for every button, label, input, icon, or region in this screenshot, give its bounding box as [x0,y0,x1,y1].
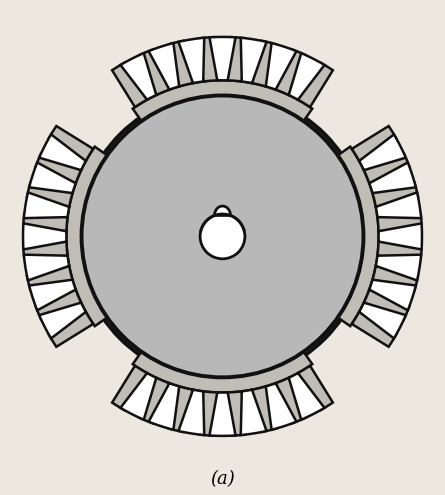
Polygon shape [352,312,396,347]
Polygon shape [169,387,193,432]
Polygon shape [266,383,296,430]
Polygon shape [364,153,409,183]
Polygon shape [298,62,333,107]
Polygon shape [139,378,170,423]
Polygon shape [121,53,156,99]
Polygon shape [275,378,306,423]
Polygon shape [369,280,416,310]
Polygon shape [352,126,396,161]
Polygon shape [214,206,231,215]
Polygon shape [376,193,421,218]
Polygon shape [49,126,93,161]
Polygon shape [199,37,217,82]
Polygon shape [338,147,379,326]
Polygon shape [376,254,421,281]
Polygon shape [228,392,246,436]
Polygon shape [199,392,217,436]
Polygon shape [169,41,193,87]
Polygon shape [112,62,147,107]
Polygon shape [24,254,69,281]
Polygon shape [139,50,170,95]
Polygon shape [29,162,76,193]
Polygon shape [289,373,324,420]
Polygon shape [364,290,409,319]
Polygon shape [24,193,69,218]
Polygon shape [359,302,406,339]
Polygon shape [133,80,312,121]
Polygon shape [121,373,156,420]
Polygon shape [241,390,267,435]
Polygon shape [27,266,73,290]
Polygon shape [377,213,422,231]
Polygon shape [359,135,406,170]
Polygon shape [377,242,422,259]
Polygon shape [27,183,73,207]
Circle shape [78,92,367,381]
Polygon shape [228,37,246,82]
Polygon shape [23,213,68,231]
Polygon shape [252,41,276,87]
Polygon shape [29,280,76,310]
Polygon shape [112,366,147,410]
Polygon shape [372,183,418,207]
Polygon shape [241,38,267,83]
Polygon shape [39,302,86,339]
Text: (a): (a) [210,470,235,488]
Polygon shape [23,242,68,259]
Polygon shape [36,153,81,183]
Polygon shape [266,43,296,90]
Polygon shape [149,43,179,90]
Polygon shape [39,135,86,170]
Polygon shape [210,393,235,436]
Polygon shape [178,390,204,435]
Circle shape [200,214,245,259]
Polygon shape [210,37,235,80]
Polygon shape [36,290,81,319]
Polygon shape [178,38,204,83]
Polygon shape [289,53,324,99]
Polygon shape [133,352,312,393]
Polygon shape [298,366,333,410]
Polygon shape [252,387,276,432]
Polygon shape [379,223,422,249]
Polygon shape [369,162,416,193]
Polygon shape [66,147,107,326]
Polygon shape [275,50,306,95]
Polygon shape [149,383,179,430]
Polygon shape [23,223,66,249]
Circle shape [81,96,364,377]
Polygon shape [372,266,418,290]
Polygon shape [49,312,93,347]
